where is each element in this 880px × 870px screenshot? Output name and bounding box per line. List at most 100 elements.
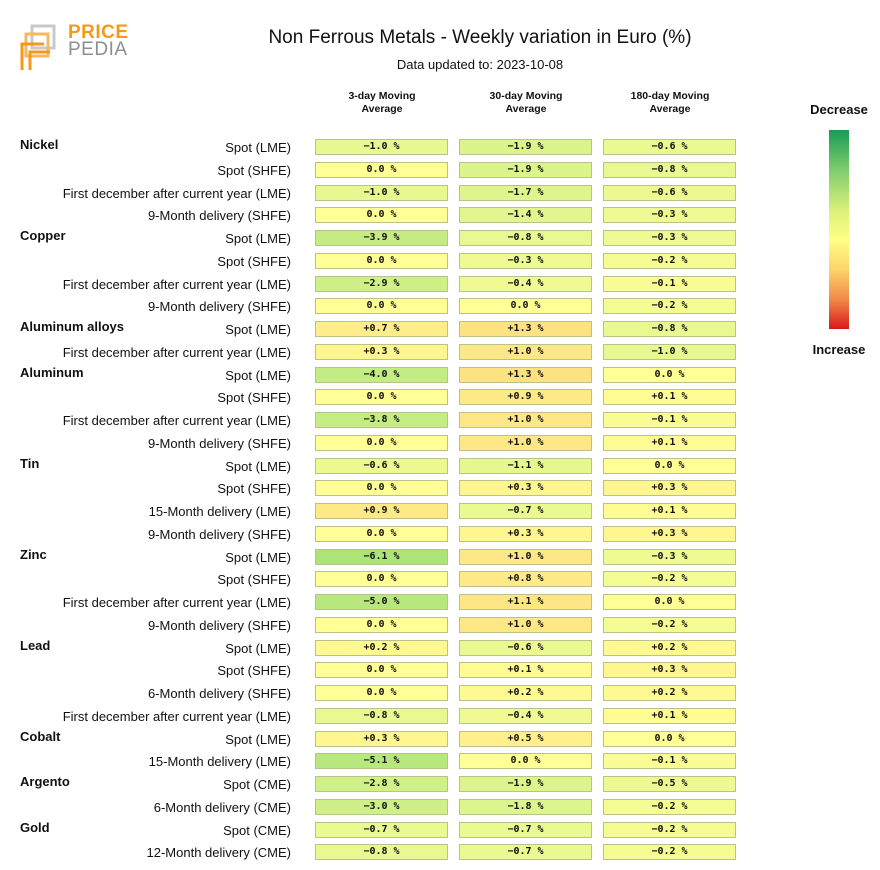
legend-decrease-label: Decrease	[810, 102, 868, 117]
table-cell: −0.4 %	[459, 275, 592, 292]
table-cell: −0.8 %	[315, 844, 448, 861]
table-cell: +0.1 %	[603, 503, 736, 519]
table-cell: +0.3 %	[603, 525, 736, 542]
row-label: Spot (SHFE)	[217, 162, 291, 178]
table-cell: 0.0 %	[459, 753, 592, 770]
group-label: Aluminum alloys	[20, 319, 125, 334]
group-label: Zinc	[20, 546, 47, 562]
table-cell: −0.6 %	[603, 139, 736, 155]
table-cell: +1.0 %	[459, 343, 592, 360]
table-cell: +0.3 %	[315, 343, 448, 360]
row-label: 9-Month delivery (SHFE)	[147, 299, 291, 315]
row-label: Spot (LME)	[225, 640, 291, 656]
table-cell: +0.2 %	[603, 639, 736, 656]
legend-color-scale	[829, 130, 849, 329]
table-cell: −0.6 %	[603, 184, 736, 201]
table-cell: +0.1 %	[603, 389, 736, 406]
table-cell: 0.0 %	[315, 571, 448, 588]
table-cell: 0.0 %	[315, 685, 448, 701]
table-cell: −1.9 %	[459, 139, 592, 155]
table-cell: 0.0 %	[315, 525, 448, 542]
table-cell: 0.0 %	[315, 298, 448, 315]
row-label: 15-Month delivery (LME)	[148, 754, 291, 770]
table-cell: −0.3 %	[603, 548, 736, 565]
table-cell: +0.8 %	[459, 571, 592, 588]
table-cell: 0.0 %	[315, 480, 448, 497]
row-label: First december after current year (LME)	[62, 276, 291, 292]
table-cell: −1.9 %	[459, 161, 592, 178]
table-cell: −0.7 %	[459, 821, 592, 838]
table-cell: −0.8 %	[603, 321, 736, 337]
table-cell: −0.1 %	[603, 275, 736, 292]
table-cell: 0.0 %	[603, 594, 736, 610]
row-label: 12-Month delivery (CME)	[146, 845, 292, 861]
table-cell: −0.8 %	[315, 707, 448, 724]
group-label: Gold	[20, 819, 50, 835]
table-cell: −0.2 %	[603, 616, 736, 633]
table-cell: −1.7 %	[459, 184, 592, 201]
row-label: 15-Month delivery (LME)	[148, 504, 291, 519]
row-label: 9-Month delivery (SHFE)	[147, 526, 291, 542]
row-label: First december after current year (LME)	[62, 413, 291, 428]
row-label: 9-Month delivery (SHFE)	[147, 617, 291, 633]
column-header-3day: 3-day Moving Average	[348, 90, 416, 115]
table-cell: −0.2 %	[603, 821, 736, 838]
row-label: Spot (LME)	[225, 731, 291, 747]
row-label: Spot (LME)	[225, 549, 291, 565]
row-label: First december after current year (LME)	[62, 595, 291, 610]
row-label: Spot (SHFE)	[217, 663, 291, 679]
table-cell: +1.0 %	[459, 412, 592, 428]
row-label: Spot (LME)	[225, 322, 291, 337]
table-cell: −0.2 %	[603, 798, 736, 815]
table-cell: −0.6 %	[315, 457, 448, 474]
table-cell: +0.2 %	[315, 639, 448, 656]
table-cell: −3.9 %	[315, 230, 448, 246]
table-cell: +0.3 %	[315, 730, 448, 747]
table-cell: 0.0 %	[315, 207, 448, 224]
table-cell: 0.0 %	[459, 298, 592, 315]
table-cell: +0.5 %	[459, 730, 592, 747]
table-cell: −1.0 %	[315, 184, 448, 201]
table-cell: +0.1 %	[603, 707, 736, 724]
table-cell: 0.0 %	[603, 730, 736, 747]
page-subtitle: Data updated to: 2023-10-08	[396, 57, 564, 72]
row-label: Spot (SHFE)	[217, 390, 291, 406]
row-label: First december after current year (LME)	[62, 708, 291, 724]
table-cell: 0.0 %	[603, 457, 736, 474]
table-cell: −1.1 %	[459, 457, 592, 474]
row-label: Spot (CME)	[223, 777, 291, 792]
table-cell: −0.7 %	[459, 503, 592, 519]
table-cell: −1.8 %	[459, 798, 592, 815]
table-cell: 0.0 %	[315, 616, 448, 633]
table-cell: +1.0 %	[459, 434, 592, 451]
table-cell: +0.2 %	[603, 685, 736, 701]
table-cell: +0.9 %	[315, 503, 448, 519]
table-cell: 0.0 %	[315, 161, 448, 178]
table-cell: −0.5 %	[603, 776, 736, 792]
table-cell: +1.0 %	[459, 616, 592, 633]
table-cell: −0.2 %	[603, 571, 736, 588]
group-label: Aluminum	[20, 364, 84, 380]
table-cell: +1.3 %	[459, 321, 592, 337]
group-label: Tin	[20, 455, 40, 471]
table-cell: 0.0 %	[603, 366, 736, 383]
table-cell: −2.9 %	[315, 275, 448, 292]
table-cell: 0.0 %	[315, 662, 448, 679]
row-label: 9-Month delivery (SHFE)	[147, 435, 291, 451]
row-label: Spot (SHFE)	[217, 481, 291, 497]
table-cell: −0.6 %	[459, 639, 592, 656]
logo-mark-icon	[20, 24, 56, 70]
table-cell: −5.1 %	[315, 753, 448, 770]
row-label: First december after current year (LME)	[62, 185, 291, 201]
table-cell: −1.0 %	[315, 139, 448, 155]
table-cell: +0.7 %	[315, 321, 448, 337]
table-cell: −0.8 %	[603, 161, 736, 178]
table-cell: −3.0 %	[315, 798, 448, 815]
table-cell: −0.7 %	[459, 844, 592, 861]
table-cell: +0.3 %	[459, 480, 592, 497]
table-cell: −0.8 %	[459, 230, 592, 246]
table-cell: −0.2 %	[603, 298, 736, 315]
table-cell: −5.0 %	[315, 594, 448, 610]
table-cell: 0.0 %	[315, 252, 448, 269]
logo-word-bottom: PEDIA	[68, 39, 128, 60]
